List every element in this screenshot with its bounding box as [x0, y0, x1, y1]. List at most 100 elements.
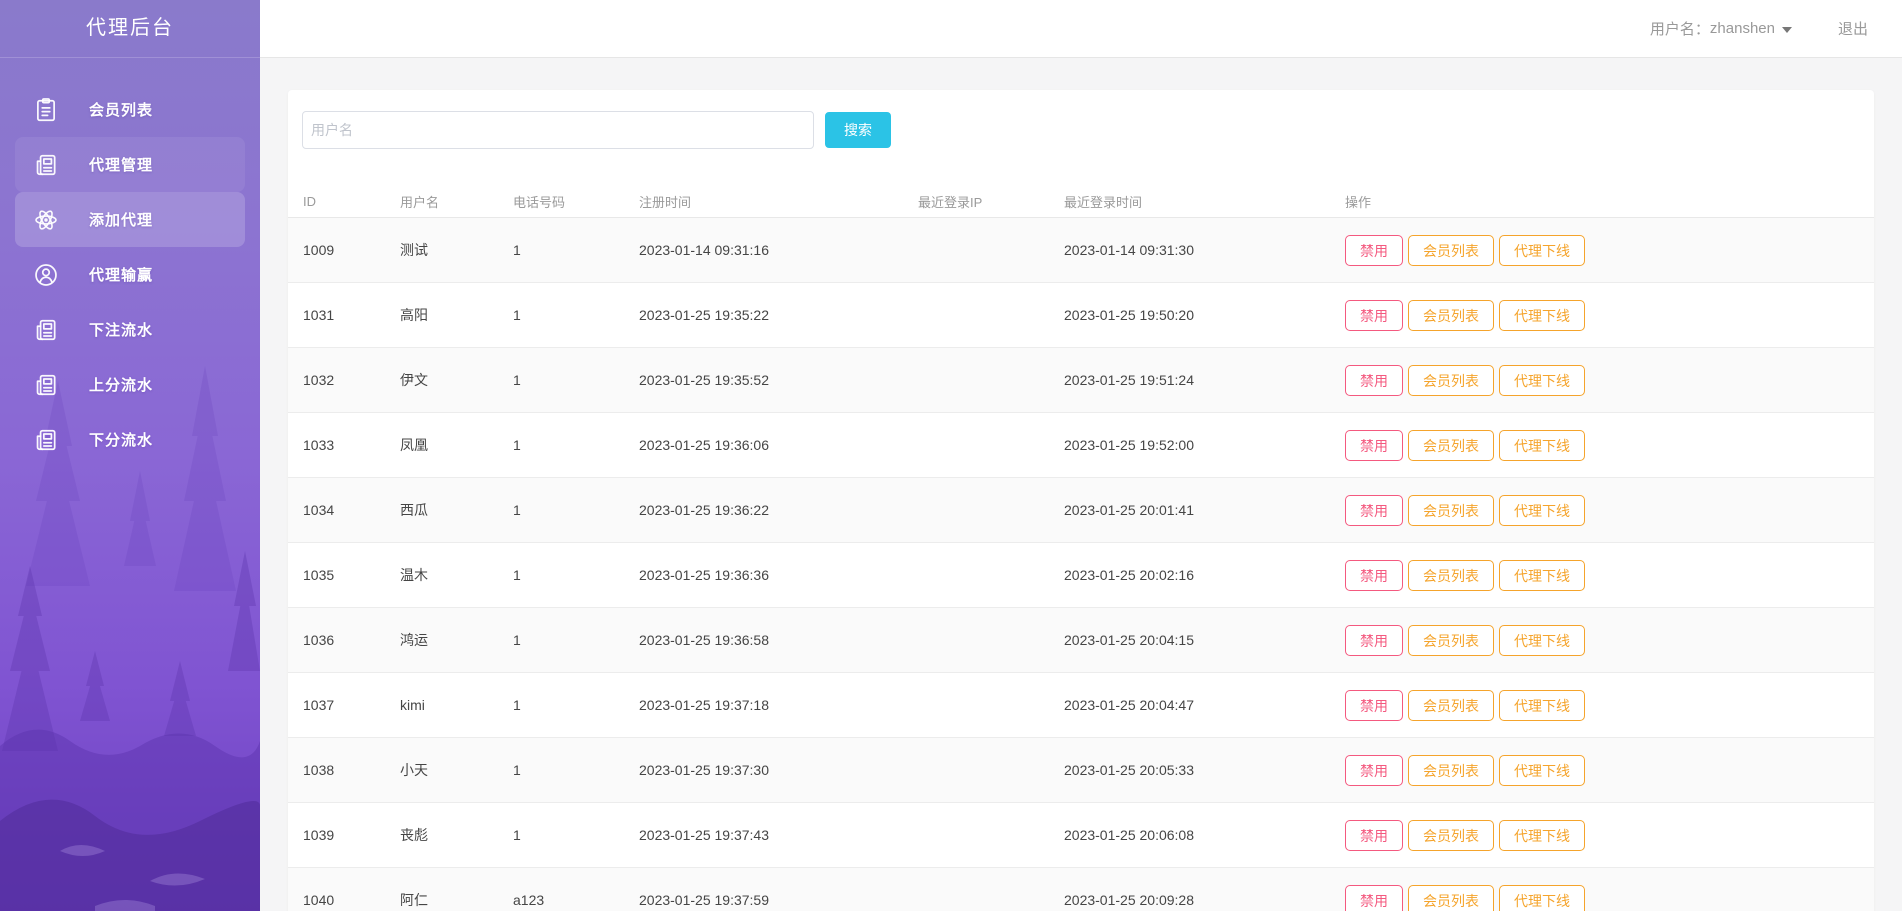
sidebar-item-label: 添加代理 [89, 212, 154, 229]
sidebar: 代理后台 会员列表 代理管理 添加代理 代理输赢 下注流水 上分流水 下分流水 [0, 0, 260, 911]
cell-actions: 禁用 会员列表 代理下线 [1330, 477, 1874, 543]
disable-button[interactable]: 禁用 [1345, 364, 1403, 396]
agent-downline-button[interactable]: 代理下线 [1499, 364, 1585, 396]
disable-button[interactable]: 禁用 [1345, 624, 1403, 656]
cell-phone: 1 [498, 347, 624, 413]
cell-phone: 1 [498, 477, 624, 543]
disable-button[interactable]: 禁用 [1345, 299, 1403, 331]
agent-downline-button[interactable]: 代理下线 [1499, 689, 1585, 721]
column-header: ID [288, 185, 385, 218]
logout-button[interactable]: 退出 [1837, 21, 1868, 38]
cell-phone: 1 [498, 672, 624, 738]
cell-last_ip [903, 412, 1049, 478]
agent-downline-button[interactable]: 代理下线 [1499, 624, 1585, 656]
sidebar-item-add-agent[interactable]: 添加代理 [15, 192, 245, 247]
column-header: 注册时间 [624, 185, 903, 218]
sidebar-item-label: 代理管理 [89, 157, 154, 174]
cell-phone: 1 [498, 737, 624, 803]
disable-button[interactable]: 禁用 [1345, 494, 1403, 526]
sidebar-item-agent-winloss[interactable]: 代理输赢 [15, 247, 245, 302]
cell-last_time: 2023-01-25 20:02:16 [1049, 542, 1330, 608]
table-row: 1009 测试 1 2023-01-14 09:31:16 2023-01-14 09:… [288, 217, 1874, 283]
sidebar-item-label: 下分流水 [89, 432, 154, 449]
search-button[interactable]: 搜索 [825, 112, 891, 148]
member-list-button[interactable]: 会员列表 [1408, 364, 1494, 396]
member-list-button[interactable]: 会员列表 [1408, 624, 1494, 656]
member-list-button[interactable]: 会员列表 [1408, 429, 1494, 461]
member-list-button[interactable]: 会员列表 [1408, 689, 1494, 721]
cell-phone: 1 [498, 217, 624, 283]
sidebar-item-label: 代理输赢 [89, 267, 154, 284]
disable-button[interactable]: 禁用 [1345, 234, 1403, 266]
sidebar-item-label: 上分流水 [89, 377, 154, 394]
cell-reg_time: 2023-01-25 19:36:22 [624, 477, 903, 543]
search-input[interactable] [302, 111, 814, 149]
agent-downline-button[interactable]: 代理下线 [1499, 884, 1585, 911]
column-header: 电话号码 [498, 185, 624, 218]
cell-id: 1037 [288, 672, 385, 738]
member-list-button[interactable]: 会员列表 [1408, 299, 1494, 331]
table-row: 1038 小天 1 2023-01-25 19:37:30 2023-01-25 20:… [288, 737, 1874, 803]
cell-actions: 禁用 会员列表 代理下线 [1330, 802, 1874, 868]
sidebar-item-label: 会员列表 [89, 102, 154, 119]
cell-reg_time: 2023-01-25 19:37:43 [624, 802, 903, 868]
username-value: zhanshen [1709, 20, 1775, 37]
cell-actions: 禁用 会员列表 代理下线 [1330, 542, 1874, 608]
agent-downline-button[interactable]: 代理下线 [1499, 234, 1585, 266]
cell-last_time: 2023-01-25 20:05:33 [1049, 737, 1330, 803]
sidebar-item-bet-flow[interactable]: 下注流水 [15, 302, 245, 357]
cell-last_ip [903, 802, 1049, 868]
disable-button[interactable]: 禁用 [1345, 559, 1403, 591]
sidebar-item-points-down-flow[interactable]: 下分流水 [15, 412, 245, 467]
user-circle-icon [35, 263, 57, 286]
cell-last_time: 2023-01-25 20:06:08 [1049, 802, 1330, 868]
cell-reg_time: 2023-01-25 19:37:59 [624, 867, 903, 911]
agent-downline-button[interactable]: 代理下线 [1499, 819, 1585, 851]
username-label: 用户名： [1649, 21, 1710, 38]
disable-button[interactable]: 禁用 [1345, 689, 1403, 721]
cell-reg_time: 2023-01-25 19:35:52 [624, 347, 903, 413]
cell-username: kimi [385, 672, 498, 738]
cell-username: 丧彪 [385, 802, 498, 868]
agent-downline-button[interactable]: 代理下线 [1499, 754, 1585, 786]
cell-last_time: 2023-01-25 20:04:15 [1049, 607, 1330, 673]
disable-button[interactable]: 禁用 [1345, 429, 1403, 461]
cell-username: 高阳 [385, 282, 498, 348]
sidebar-item-points-up-flow[interactable]: 上分流水 [15, 357, 245, 412]
news-icon [36, 319, 56, 340]
table-row: 1031 高阳 1 2023-01-25 19:35:22 2023-01-25 19:… [288, 282, 1874, 348]
sidebar-item-member-list[interactable]: 会员列表 [15, 82, 245, 137]
sidebar-item-agent-manage[interactable]: 代理管理 [15, 137, 245, 192]
agent-downline-button[interactable]: 代理下线 [1499, 299, 1585, 331]
agent-downline-button[interactable]: 代理下线 [1499, 429, 1585, 461]
cell-id: 1034 [288, 477, 385, 543]
cell-username: 温木 [385, 542, 498, 608]
column-header: 最近登录IP [903, 185, 1049, 218]
cell-actions: 禁用 会员列表 代理下线 [1330, 282, 1874, 348]
cell-last_ip [903, 672, 1049, 738]
cell-phone: a123 [498, 867, 624, 911]
member-list-button[interactable]: 会员列表 [1408, 884, 1494, 911]
agent-downline-button[interactable]: 代理下线 [1499, 494, 1585, 526]
cell-username: 西瓜 [385, 477, 498, 543]
disable-button[interactable]: 禁用 [1345, 819, 1403, 851]
member-list-button[interactable]: 会员列表 [1408, 819, 1494, 851]
cell-username: 凤凰 [385, 412, 498, 478]
user-menu-dropdown[interactable]: 用户名： zhanshen [1650, 18, 1792, 39]
cell-last_ip [903, 217, 1049, 283]
disable-button[interactable]: 禁用 [1345, 884, 1403, 911]
cell-last_time: 2023-01-25 20:01:41 [1049, 477, 1330, 543]
chevron-down-icon [1781, 26, 1792, 33]
member-list-button[interactable]: 会员列表 [1408, 234, 1494, 266]
cell-last_time: 2023-01-25 20:09:28 [1049, 867, 1330, 911]
member-list-button[interactable]: 会员列表 [1408, 559, 1494, 591]
member-list-button[interactable]: 会员列表 [1408, 494, 1494, 526]
table-row: 1032 伊文 1 2023-01-25 19:35:52 2023-01-25 19:… [288, 347, 1874, 413]
member-list-button[interactable]: 会员列表 [1408, 754, 1494, 786]
cell-reg_time: 2023-01-14 09:31:16 [624, 217, 903, 283]
column-header: 操作 [1330, 185, 1874, 218]
agent-downline-button[interactable]: 代理下线 [1499, 559, 1585, 591]
news-icon [36, 154, 56, 175]
disable-button[interactable]: 禁用 [1345, 754, 1403, 786]
table-row: 1034 西瓜 1 2023-01-25 19:36:22 2023-01-25 20:… [288, 477, 1874, 543]
